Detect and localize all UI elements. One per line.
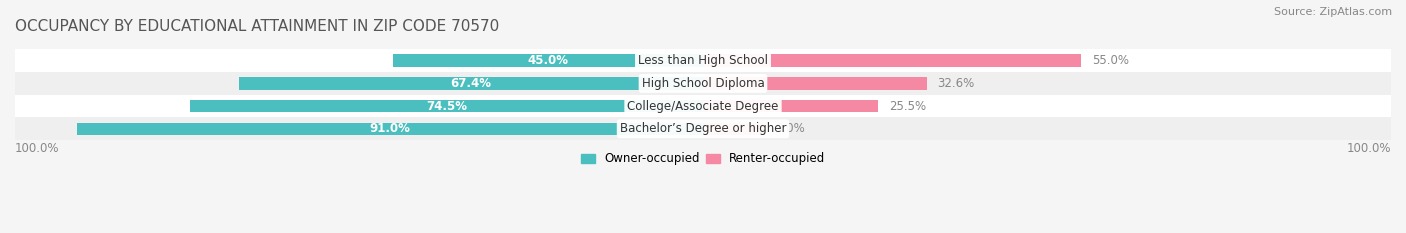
- Bar: [15, 95, 1391, 117]
- Bar: [15, 72, 1391, 95]
- Text: 100.0%: 100.0%: [1347, 142, 1391, 155]
- Bar: [190, 100, 703, 112]
- Text: 55.0%: 55.0%: [1091, 54, 1129, 67]
- Bar: [239, 77, 703, 90]
- Text: OCCUPANCY BY EDUCATIONAL ATTAINMENT IN ZIP CODE 70570: OCCUPANCY BY EDUCATIONAL ATTAINMENT IN Z…: [15, 19, 499, 34]
- Bar: [703, 123, 765, 135]
- Bar: [703, 55, 1081, 67]
- Text: Less than High School: Less than High School: [638, 54, 768, 67]
- Text: 32.6%: 32.6%: [938, 77, 974, 90]
- Bar: [15, 49, 1391, 72]
- Bar: [703, 100, 879, 112]
- Text: 25.5%: 25.5%: [889, 100, 927, 113]
- Text: 100.0%: 100.0%: [15, 142, 59, 155]
- Text: 91.0%: 91.0%: [370, 122, 411, 135]
- Bar: [394, 55, 703, 67]
- Text: 74.5%: 74.5%: [426, 100, 467, 113]
- Text: 45.0%: 45.0%: [527, 54, 568, 67]
- Text: Bachelor’s Degree or higher: Bachelor’s Degree or higher: [620, 122, 786, 135]
- Text: College/Associate Degree: College/Associate Degree: [627, 100, 779, 113]
- Bar: [703, 77, 928, 90]
- Bar: [15, 117, 1391, 140]
- Bar: [77, 123, 703, 135]
- Text: 67.4%: 67.4%: [451, 77, 492, 90]
- Text: High School Diploma: High School Diploma: [641, 77, 765, 90]
- Text: 9.0%: 9.0%: [775, 122, 806, 135]
- Legend: Owner-occupied, Renter-occupied: Owner-occupied, Renter-occupied: [576, 147, 830, 170]
- Text: Source: ZipAtlas.com: Source: ZipAtlas.com: [1274, 7, 1392, 17]
